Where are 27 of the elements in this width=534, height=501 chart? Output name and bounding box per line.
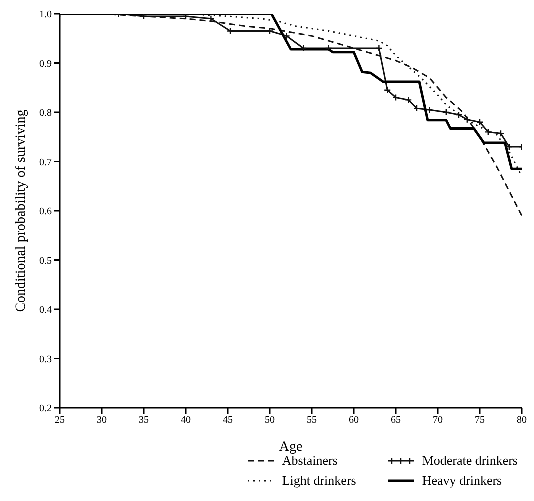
x-tick-label: 60 (349, 415, 359, 426)
legend-label: Moderate drinkers (422, 453, 518, 469)
legend-label: Light drinkers (282, 473, 356, 489)
y-tick-label: 0.5 (40, 256, 52, 267)
x-axis-title: Age (279, 440, 303, 455)
y-tick-label: 0.6 (40, 206, 52, 218)
legend-label: Heavy drinkers (422, 473, 502, 489)
x-tick-label: 65 (391, 415, 401, 426)
x-tick-label: 55 (307, 415, 317, 426)
y-tick-label: 0.3 (40, 354, 52, 366)
y-tick-label: 0.9 (40, 58, 52, 70)
legend-label: Abstainers (282, 453, 338, 469)
x-tick-label: 50 (265, 415, 275, 426)
y-tick-label: 0.4 (40, 305, 52, 316)
y-tick-label: 0.7 (40, 157, 52, 168)
y-axis-title: Conditional probability of surviving (14, 110, 29, 312)
x-tick-label: 45 (223, 415, 233, 426)
x-tick-label: 75 (475, 415, 485, 426)
y-tick-label: 1.0 (40, 10, 52, 21)
y-tick-label: 0.2 (40, 404, 52, 415)
x-tick-label: 70 (433, 415, 443, 426)
x-tick-label: 30 (97, 415, 107, 426)
x-tick-label: 35 (139, 415, 149, 426)
x-tick-label: 80 (517, 415, 527, 426)
y-tick-label: 0.8 (40, 108, 52, 120)
x-tick-label: 25 (55, 415, 65, 426)
x-tick-label: 40 (181, 415, 191, 426)
